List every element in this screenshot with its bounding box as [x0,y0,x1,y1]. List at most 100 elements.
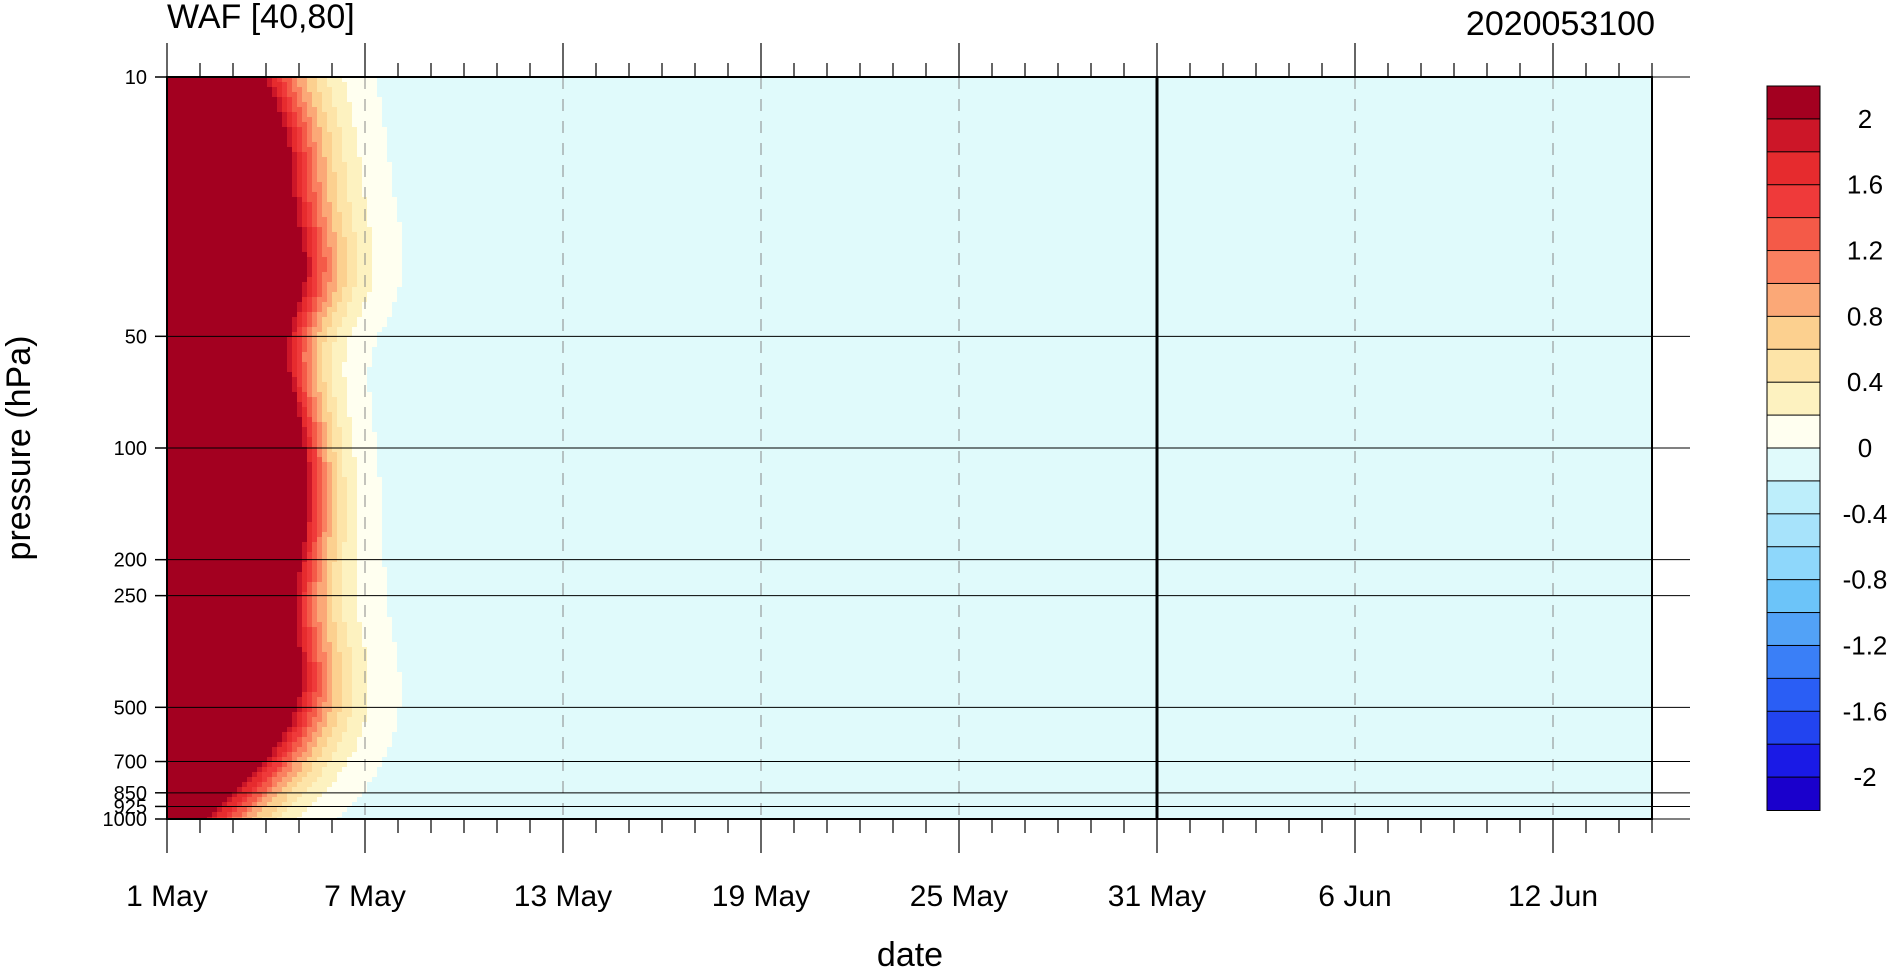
contour-cell [252,267,258,273]
contour-cell [297,647,303,653]
contour-cell [317,742,323,748]
contour-cell [172,352,178,358]
contour-cell [237,502,243,508]
contour-cell [247,417,253,423]
contour-cell [192,137,198,143]
contour-cell [332,287,338,293]
contour-cell [172,377,178,383]
contour-cell [197,172,203,178]
contour-cell [222,177,228,183]
contour-cell [302,787,308,793]
contour-cell [242,687,248,693]
contour-cell [207,797,213,803]
contour-cell [247,702,253,708]
contour-cell [222,677,228,683]
contour-cell [327,147,333,153]
contour-cell [197,192,203,198]
contour-cell [227,122,233,128]
contour-cell [242,512,248,518]
contour-cell [332,87,338,93]
contour-cell [307,352,313,358]
contour-cell [227,357,233,363]
contour-cell [277,247,283,253]
contour-cell [212,657,218,663]
contour-cell [327,742,333,748]
contour-cell [207,177,213,183]
contour-cell [227,372,233,378]
contour-cell [267,157,273,163]
contour-cell [262,547,268,553]
contour-cell [227,432,233,438]
contour-cell [202,627,208,633]
contour-cell [222,82,228,88]
contour-cell [192,617,198,623]
contour-cell [217,787,223,793]
contour-cell [227,497,233,503]
contour-cell [317,672,323,678]
contour-cell [297,362,303,368]
contour-cell [282,212,288,218]
contour-cell [307,572,313,578]
contour-cell [182,617,188,623]
contour-cell [292,257,298,263]
contour-cell [282,527,288,533]
contour-cell [217,457,223,463]
contour-cell [222,722,228,728]
contour-cell [282,182,288,188]
contour-cell [227,82,233,88]
contour-cell [327,772,333,778]
contour-cell [297,392,303,398]
contour-cell [332,397,338,403]
contour-cell [287,782,293,788]
contour-cell [247,762,253,768]
contour-cell [237,232,243,238]
contour-cell [297,802,303,808]
contour-cell [212,432,218,438]
contour-cell [227,392,233,398]
contour-cell [292,407,298,413]
contour-cell [197,677,203,683]
contour-cell [227,427,233,433]
contour-cell [317,332,323,338]
contour-cell [217,167,223,173]
contour-cell [207,147,213,153]
contour-cell [272,547,278,553]
contour-cell [252,447,258,453]
contour-cell [227,562,233,568]
contour-cell [292,757,298,763]
contour-cell [177,87,183,93]
contour-cell [217,422,223,428]
contour-cell [237,352,243,358]
contour-cell [212,162,218,168]
contour-cell [217,497,223,503]
contour-cell [277,232,283,238]
contour-cell [187,322,193,328]
contour-cell [227,222,233,228]
contour-cell [327,172,333,178]
contour-cell [232,267,238,273]
contour-cell [322,297,328,303]
contour-cell [307,347,313,353]
contour-cell [167,567,173,573]
contour-cell [237,652,243,658]
contour-cell [287,502,293,508]
contour-cell [297,462,303,468]
contour-cell [252,472,258,478]
contour-cell [187,197,193,203]
contour-cell [287,527,293,533]
contour-cell [332,407,338,413]
contour-cell [227,667,233,673]
contour-cell [192,337,198,343]
contour-cell [202,742,208,748]
contour-cell [272,807,278,813]
contour-cell [167,657,173,663]
contour-cell [327,812,333,818]
contour-cell [212,247,218,253]
contour-cell [217,617,223,623]
contour-cell [172,177,178,183]
contour-cell [282,722,288,728]
contour-cell [237,362,243,368]
contour-cell [242,797,248,803]
contour-cell [187,752,193,758]
contour-cell [272,657,278,663]
